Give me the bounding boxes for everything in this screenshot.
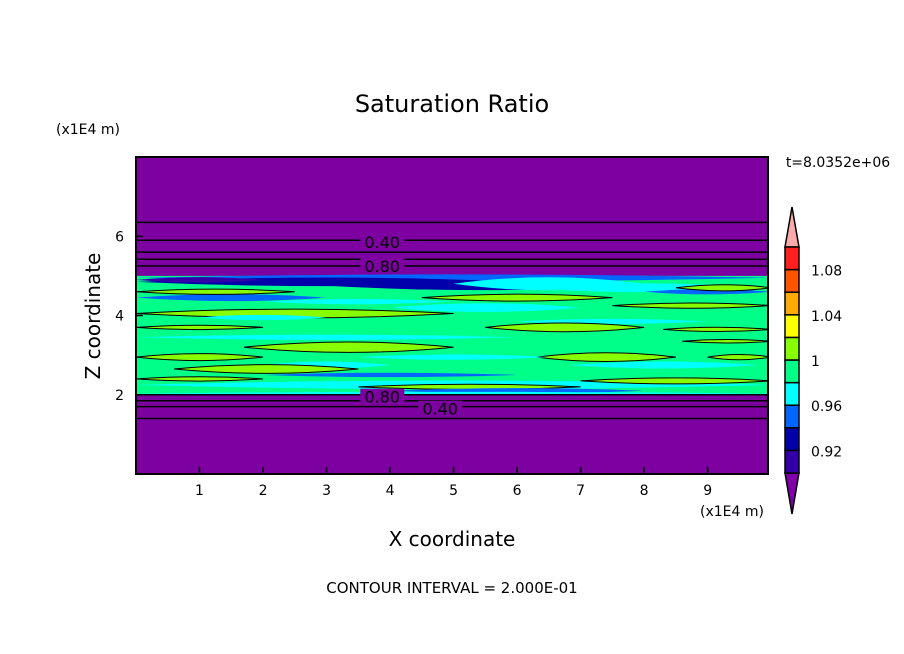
x-tick-label: 6 [513,483,522,499]
contour-label: 0.80 [364,388,400,407]
field-streak [136,334,518,340]
contour-label-bg [360,257,405,274]
field-streak [358,383,581,390]
x-tick-label: 4 [386,483,395,499]
contour-label: 0.40 [364,233,400,252]
x-tick-label: 1 [195,483,204,499]
field-streak [390,303,581,312]
colorbar-tick-label: 0.92 [811,444,842,460]
colorbar-swatch [784,291,800,316]
y-units-label: (x1E4 m) [56,122,120,138]
y-axis-ticks: 2 4 6 [115,229,143,404]
field-streak [136,277,264,283]
field-streak [707,354,768,361]
field-streak [675,284,768,292]
colorbar-swatch [784,359,800,384]
colorbar: 1.08 1.04 1 0.96 0.92 [784,206,842,515]
x-axis-ticks: 1 2 3 4 5 6 7 8 9 [195,467,712,499]
field-streak [136,324,264,331]
field-streak [421,293,613,302]
contour-label: 0.40 [422,400,458,419]
contour-interval-footer: CONTOUR INTERVAL = 2.000E-01 [326,579,577,597]
x-tick-label: 7 [576,483,585,499]
colorbar-swatch [784,427,800,452]
field-streak [136,288,295,295]
field-streak [243,341,454,353]
field-streak [136,376,264,382]
colorbar-tick-label: 1.04 [811,309,842,325]
time-label: t=8.0352e+06 [786,155,890,171]
field-streak [136,353,264,362]
y-axis-label: Z coordinate [81,253,105,380]
colorbar-swatch [784,314,800,339]
x-tick-label: 9 [703,483,712,499]
field-streak [263,372,518,378]
colorbar-tick-label: 1.08 [811,264,842,280]
field-streak [136,294,327,302]
contour-label-bg [360,234,405,251]
field-streak [485,322,645,333]
colorbar-swatch [784,404,800,429]
field-streak [612,302,768,309]
colorbar-swatch [784,381,800,406]
y-tick-label: 4 [115,309,124,325]
field-streak [580,377,768,385]
contour-lines: 0.40 0.80 0.80 0.40 [136,221,768,420]
field-streak [263,299,454,305]
colorbar-over-arrow [784,206,800,248]
field-streak [358,354,549,360]
colorbar-swatch [784,449,800,474]
colorbar-swatch [784,336,800,361]
field-streak [567,361,759,369]
x-tick-label: 8 [640,483,649,499]
y-tick-label: 2 [115,388,124,404]
colorbar-tick-label: 1 [811,354,820,370]
field-streak [682,339,768,344]
colorbar-under-arrow [784,472,800,515]
contour-field [136,157,768,474]
colorbar-swatch [784,246,800,271]
x-tick-label: 2 [259,483,268,499]
field-streak [174,364,359,374]
field-streak [199,314,327,321]
contour-label: 0.80 [364,257,400,276]
colorbar-swatch [784,268,800,293]
x-axis-label: X coordinate [389,527,516,551]
colorbar-tick-label: 0.96 [811,399,842,415]
field-streak [536,352,676,362]
x-tick-label: 3 [322,483,331,499]
contour-label-bg [360,388,405,405]
field-streak [663,326,768,333]
x-tick-label: 5 [449,483,458,499]
y-tick-label: 6 [115,229,124,245]
chart-title: Saturation Ratio [355,90,549,118]
contour-label-bg [418,400,463,417]
x-units-label: (x1E4 m) [700,504,764,520]
